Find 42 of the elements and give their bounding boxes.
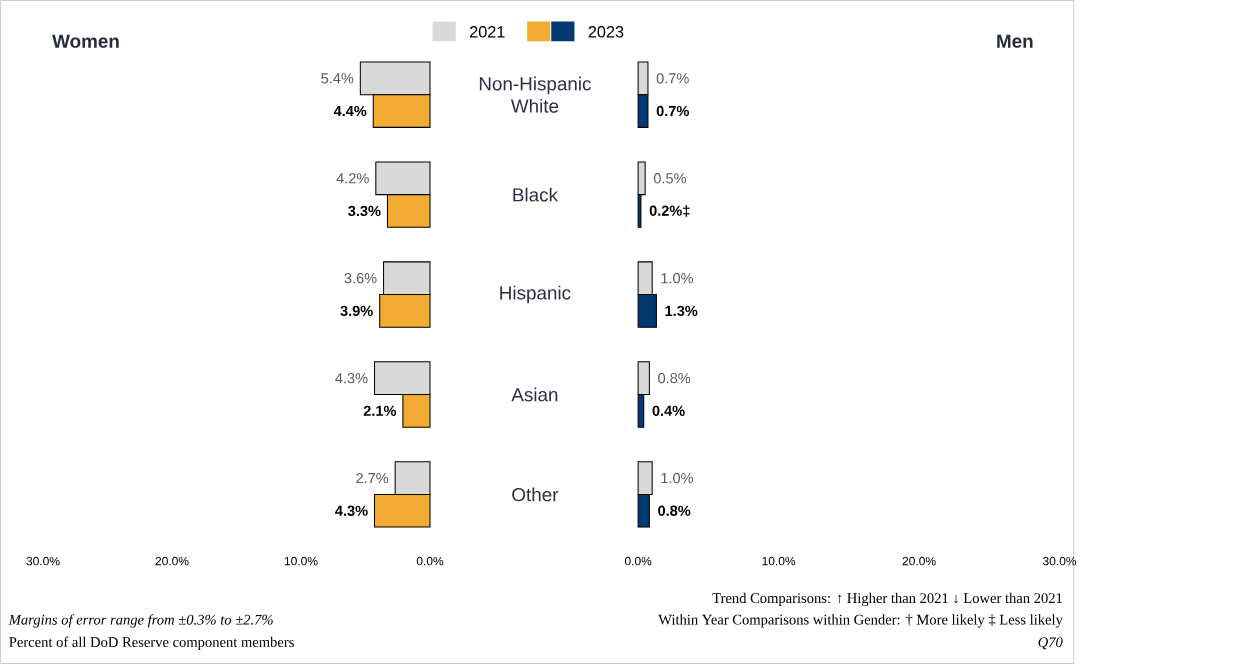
x-tick-label: 10.0% [284,556,318,566]
data-label: 0.2%‡ [649,205,690,217]
data-label: 4.4% [333,105,367,117]
x-tick-label: 0.0% [624,556,652,566]
data-label: 4.3% [335,505,368,516]
data-label: 0.5% [653,173,687,184]
data-label: 0.8% [658,505,691,516]
data-label: 1.3% [665,305,698,317]
data-label: 0.7% [656,73,689,84]
legend-label: 2023 [588,26,624,38]
data-label: 1.0% [661,472,694,484]
x-tick-label: 0.0% [416,556,444,566]
chart-title: Women [52,34,119,48]
data-label: 3.3% [348,205,381,217]
data-label: 3.9% [340,305,373,317]
y-tick-label: Other [512,487,559,502]
data-label: 3.6% [344,273,377,284]
data-label: 0.4% [652,405,685,417]
data-label: 1.0% [661,273,694,284]
text: Q70 [1038,637,1063,650]
x-tick-label: 30.0% [26,556,60,566]
legend-label: 2021 [469,26,505,38]
x-tick-label: 20.0% [155,556,189,566]
y-tick-label: Asian [511,387,558,402]
text: Margins of error range from ±0.3% to ±2.7% [8,614,273,628]
data-label: 4.3% [335,373,368,384]
y-tick-label: Non-Hispanic White [479,76,591,113]
x-tick-label: 20.0% [902,556,936,566]
data-label: 4.2% [336,173,369,184]
y-tick-label: Black [513,187,558,202]
chart-title: Men [997,34,1033,48]
data-label: 0.7% [656,105,689,117]
x-tick-label: 10.0% [762,556,796,566]
data-label: 2.7% [356,472,389,484]
data-label: 5.4% [321,73,354,84]
text: Within Year Comparisons within Gender: † More likely ‡ Less likely [658,614,1063,628]
data-label: 2.1% [363,405,397,416]
text: Percent of all DoD Reserve component members [9,636,294,650]
data-label: 0.8% [658,373,691,384]
y-tick-label: Hispanic [500,285,571,304]
x-tick-label: 30.0% [1042,556,1077,566]
text: Trend Comparisons: ↑ Higher than 2021 ↓ Lower than 2021 [712,592,1062,607]
